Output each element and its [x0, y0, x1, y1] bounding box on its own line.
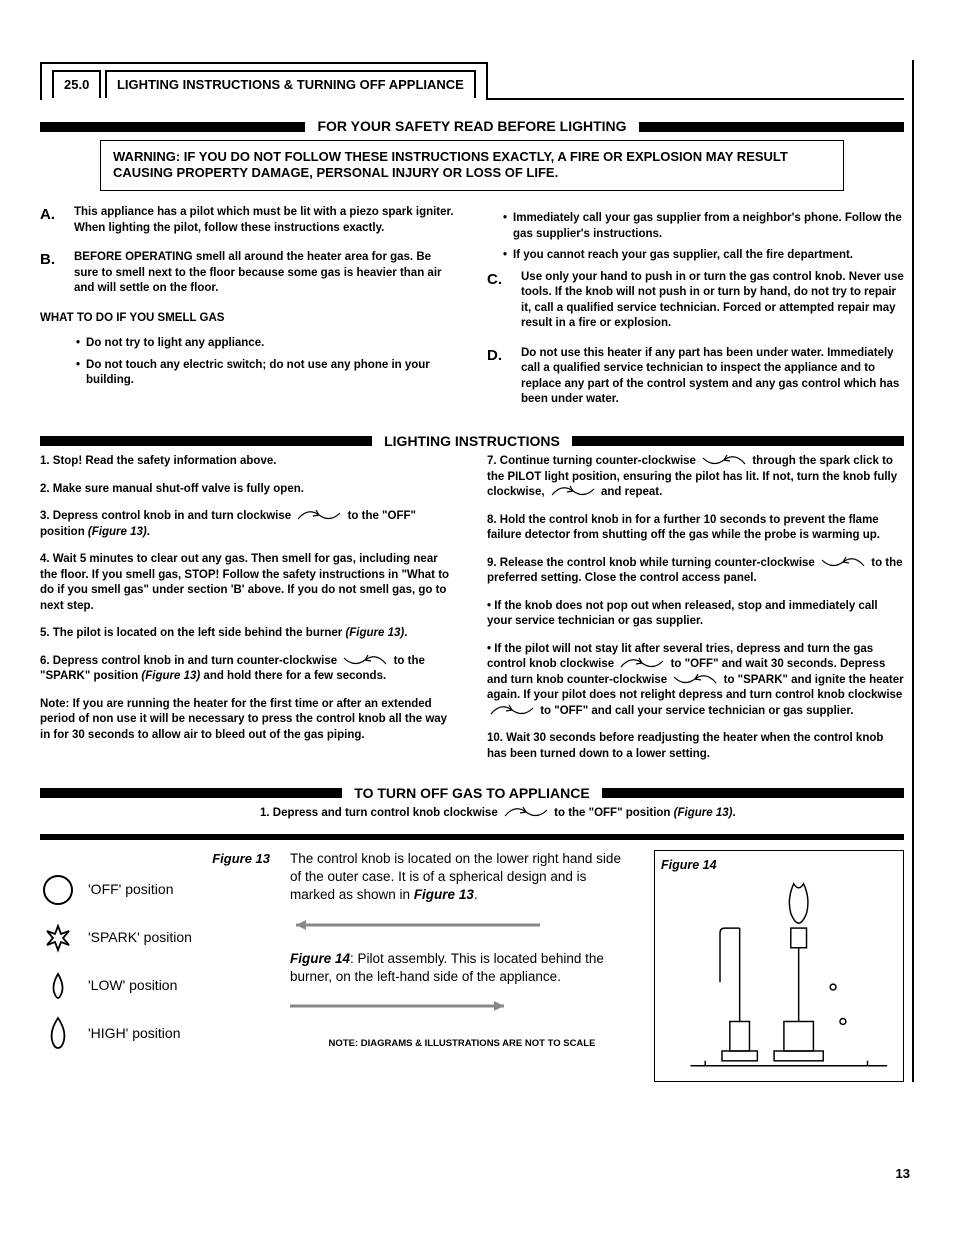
spark-position-icon	[40, 920, 76, 956]
bullet-4: •If you cannot reach your gas supplier, …	[503, 248, 904, 264]
item-a-text: This appliance has a pilot which must be…	[74, 205, 457, 236]
step-1: 1. Stop! Read the safety information abo…	[40, 454, 457, 470]
item-b: B. BEFORE OPERATING smell all around the…	[40, 250, 457, 297]
figure-13: Figure 13 'OFF' position 'SPARK' positio…	[40, 850, 270, 1082]
letter-b: B.	[40, 250, 60, 297]
turnoff-header-bar: TO TURN OFF GAS TO APPLIANCE	[40, 788, 904, 798]
pilot-assembly-diagram	[661, 874, 897, 1071]
off-position-icon	[40, 872, 76, 908]
lighting-header: LIGHTING INSTRUCTIONS	[372, 430, 572, 453]
turnoff-step: 1. Depress and turn control knob clockwi…	[260, 806, 904, 822]
low-position-icon	[40, 968, 76, 1004]
step-7: 7. Continue turning counter-clockwise th…	[487, 454, 904, 501]
divider-bar	[40, 834, 904, 840]
figure-14-title: Figure 14	[661, 857, 897, 874]
item-c-text: Use only your hand to push in or turn th…	[521, 270, 904, 332]
arrow-cw-icon	[489, 704, 535, 718]
smell-heading: WHAT TO DO IF YOU SMELL GAS	[40, 311, 457, 327]
figure-13-title: Figure 13	[40, 850, 270, 868]
bullet-1: •Do not try to light any appliance.	[76, 336, 457, 352]
step-5: 5. The pilot is located on the left side…	[40, 626, 457, 642]
bullet-3: •Immediately call your gas supplier from…	[503, 211, 904, 242]
arrow-cw-icon	[550, 485, 596, 499]
mid-description: The control knob is located on the lower…	[290, 850, 634, 1082]
bullet-2: •Do not touch any electric switch; do no…	[76, 358, 457, 389]
step-bullet-1: • If the knob does not pop out when rele…	[487, 599, 904, 630]
step-2: 2. Make sure manual shut-off valve is fu…	[40, 482, 457, 498]
step-9: 9. Release the control knob while turnin…	[487, 556, 904, 587]
section-title: LIGHTING INSTRUCTIONS & TURNING OFF APPL…	[105, 70, 476, 98]
spark-position-label: 'SPARK' position	[88, 928, 192, 947]
long-arrow-right-icon	[290, 1000, 510, 1012]
section-number: 25.0	[52, 70, 101, 98]
item-a: A. This appliance has a pilot which must…	[40, 205, 457, 236]
letter-a: A.	[40, 205, 60, 236]
arrow-ccw-icon	[342, 654, 388, 668]
off-position-label: 'OFF' position	[88, 880, 173, 899]
item-b-text: BEFORE OPERATING smell all around the he…	[74, 250, 457, 297]
letter-c: C.	[487, 270, 507, 332]
item-c: C. Use only your hand to push in or turn…	[487, 270, 904, 332]
step-6: 6. Depress control knob in and turn coun…	[40, 654, 457, 685]
low-position-label: 'LOW' position	[88, 976, 177, 995]
step-10: 10. Wait 30 seconds before readjusting t…	[487, 731, 904, 762]
turnoff-header: TO TURN OFF GAS TO APPLIANCE	[342, 782, 601, 805]
arrow-ccw-icon	[701, 454, 747, 468]
high-position-icon	[40, 1016, 76, 1052]
lighting-header-bar: LIGHTING INSTRUCTIONS	[40, 436, 904, 446]
long-arrow-left-icon	[290, 919, 540, 931]
section-header: 25.0 LIGHTING INSTRUCTIONS & TURNING OFF…	[40, 60, 904, 100]
arrow-cw-icon	[503, 806, 549, 820]
step-4: 4. Wait 5 minutes to clear out any gas. …	[40, 552, 457, 614]
item-d-text: Do not use this heater if any part has b…	[521, 346, 904, 408]
arrow-ccw-icon	[672, 673, 718, 687]
safety-header-bar: FOR YOUR SAFETY READ BEFORE LIGHTING	[40, 122, 904, 132]
step-note: Note: If you are running the heater for …	[40, 697, 457, 744]
step-bullet-2: • If the pilot will not stay lit after s…	[487, 642, 904, 720]
safety-header: FOR YOUR SAFETY READ BEFORE LIGHTING	[305, 115, 638, 138]
arrow-cw-icon	[296, 509, 342, 523]
scale-note: NOTE: DIAGRAMS & ILLUSTRATIONS ARE NOT T…	[290, 1038, 634, 1051]
page-number: 13	[896, 1165, 910, 1183]
step-3: 3. Depress control knob in and turn cloc…	[40, 509, 457, 540]
warning-box: WARNING: IF YOU DO NOT FOLLOW THESE INST…	[100, 140, 844, 192]
letter-d: D.	[487, 346, 507, 408]
figure-14: Figure 14	[654, 850, 904, 1082]
arrow-ccw-icon	[820, 556, 866, 570]
arrow-cw-icon	[619, 657, 665, 671]
step-8: 8. Hold the control knob in for a furthe…	[487, 513, 904, 544]
item-d: D. Do not use this heater if any part ha…	[487, 346, 904, 408]
high-position-label: 'HIGH' position	[88, 1024, 181, 1043]
